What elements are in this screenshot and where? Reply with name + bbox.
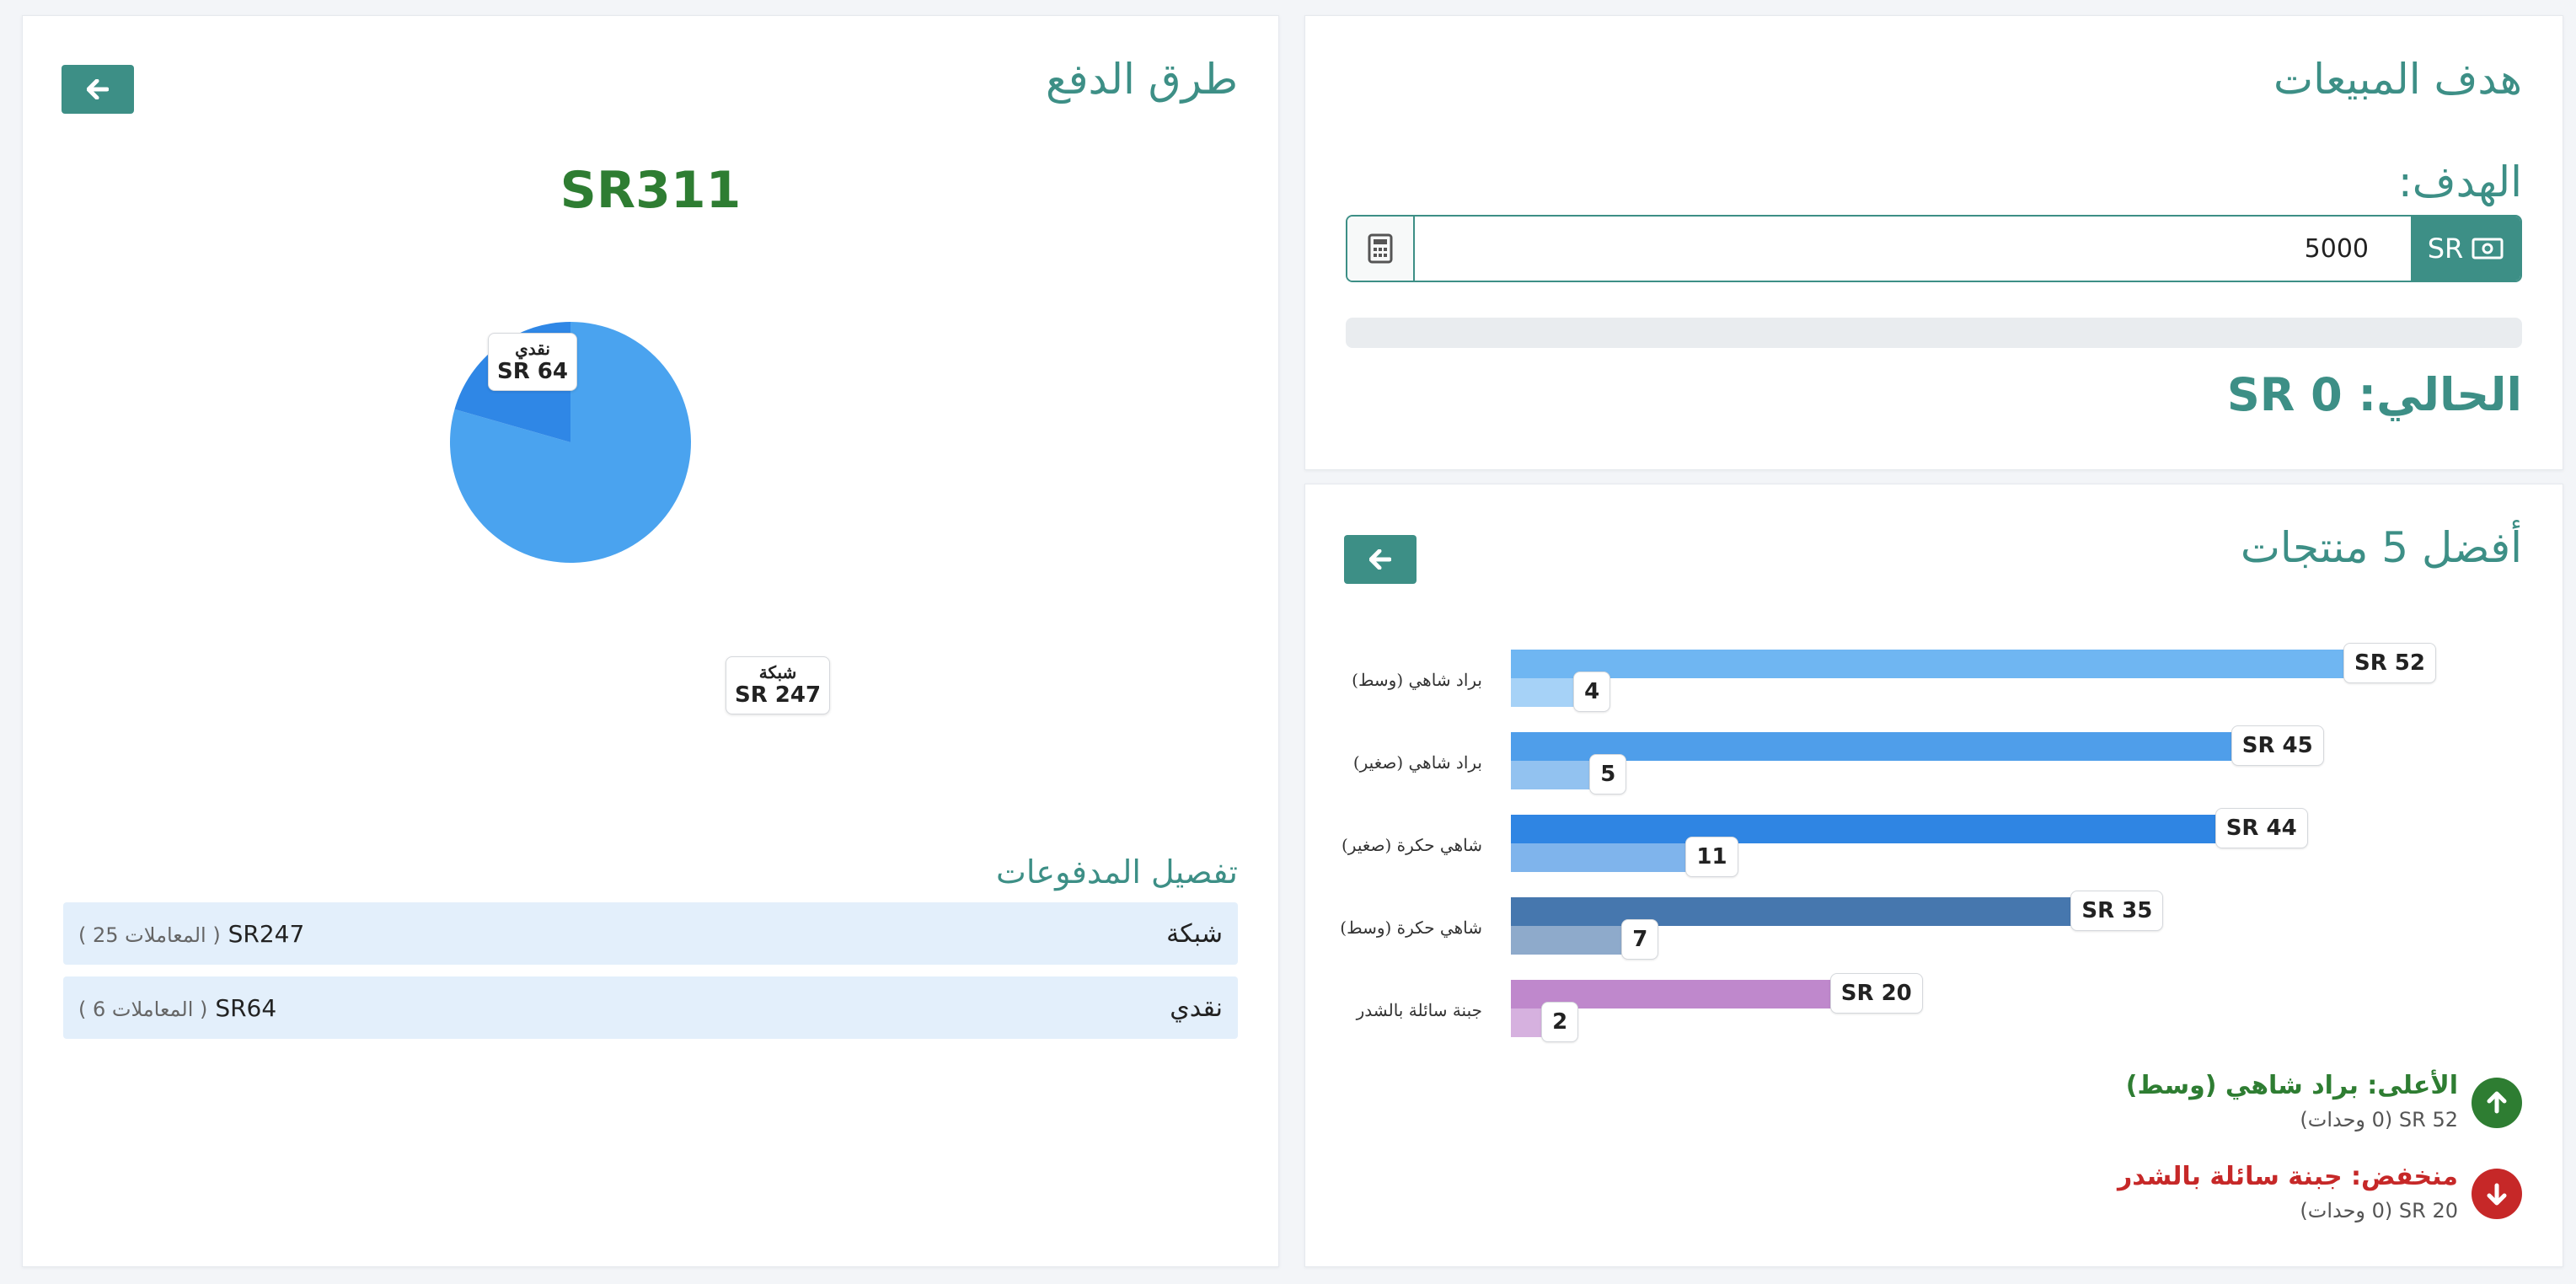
bar-quantity-label: 11 [1685,837,1738,877]
payment-details-title: تفصيل المدفوعات [996,853,1238,891]
bar-revenue-label: SR 45 [2231,725,2324,766]
sales-goal-title: هدف المبيعات [2273,55,2522,104]
bar-quantity [1511,1008,1544,1037]
top-products-title: أفضل 5 منتجات [2240,523,2522,572]
bar-revenue-label: SR 44 [2215,808,2308,848]
payment-row-amount-value: SR64 [215,993,277,1022]
arrow-up-circle-icon [2472,1078,2522,1128]
currency-label: SR [2427,233,2464,265]
pie-label-cash-name: نقدي [515,339,550,359]
bar-quantity [1511,926,1624,955]
pie-label-cash-value: SR 64 [497,359,568,384]
payment-row-cash: ( 6 المعاملات ) SR64 نقدي [63,976,1238,1039]
currency-addon: SR [2411,217,2520,281]
top-products-bar-chart: براد شاهي (وسط) SR 52 4 براد شاهي (صغير) SR … [1305,484,2564,1268]
goal-input[interactable] [1415,217,2411,281]
highest-product-title: الأعلى: براد شاهي (وسط) [2125,1071,2458,1100]
payment-row-network: ( 25 المعاملات ) SR247 شبكة [63,902,1238,965]
lowest-product-title: منخفض: جبنة سائلة بالشدر [2118,1162,2458,1191]
bar-revenue-label: SR 20 [1829,973,1923,1014]
arrow-left-icon [87,79,109,99]
payment-row-name: شبكة [1166,918,1223,949]
bar-category-label: براد شاهي (صغير) [1352,752,1482,773]
bar-category-label: شاهي حكرة (صغير) [1341,835,1482,855]
payment-row-count: ( 6 المعاملات ) [78,997,208,1021]
bar-quantity-label: 7 [1621,919,1659,960]
bar-quantity-label: 2 [1541,1002,1579,1042]
payment-row-amount: ( 6 المعاملات ) SR64 [78,994,276,1022]
bar-quantity [1511,761,1592,789]
bar-revenue [1511,815,2217,843]
arrow-down-circle-icon [2472,1169,2522,1219]
bar-category-label: شاهي حكرة (وسط) [1340,918,1482,938]
bar-quantity-label: 5 [1589,754,1627,794]
bar-revenue [1511,732,2233,761]
bar-revenue-label: SR 35 [2070,891,2164,931]
pie-label-network-value: SR 247 [735,682,822,708]
products-back-button[interactable] [1344,535,1417,584]
lowest-product-summary: منخفض: جبنة سائلة بالشدر SR 20 (0 وحدات) [1848,1162,2522,1228]
payment-total: SR311 [560,161,742,220]
sales-goal-card: هدف المبيعات الهدف: SR الحالي: SR 0 [1304,15,2563,470]
goal-progress-bar [1346,318,2522,348]
pie-label-cash: نقدي SR 64 [488,333,577,392]
pie-label-network: شبكة SR 247 [726,656,831,715]
goal-label: الهدف: [2397,158,2522,206]
bar-category-label: جبنة سائلة بالشدر [1356,1000,1482,1020]
bar-category-label: براد شاهي (وسط) [1352,670,1482,690]
payment-row-count: ( 25 المعاملات ) [78,923,221,947]
bar-revenue [1511,650,2345,678]
money-bill-icon [2472,238,2504,259]
lowest-product-sub: SR 20 (0 وحدات) [2300,1199,2458,1222]
bar-revenue-label: SR 52 [2343,643,2436,683]
goal-input-group: SR [1346,215,2522,282]
payment-methods-title: طرق الدفع [1046,55,1238,104]
arrow-left-icon [1369,549,1391,570]
highest-product-sub: SR 52 (0 وحدات) [2300,1108,2458,1132]
payment-row-name: نقدي [1170,992,1223,1023]
goal-current-value: الحالي: SR 0 [2226,368,2522,421]
bar-quantity-label: 4 [1573,671,1611,712]
bar-quantity [1511,678,1576,707]
payment-row-amount: ( 25 المعاملات ) SR247 [78,920,304,948]
bar-quantity [1511,843,1688,872]
payment-row-amount-value: SR247 [228,919,305,948]
pie-label-network-name: شبكة [758,662,797,682]
highest-product-summary: الأعلى: براد شاهي (وسط) SR 52 (0 وحدات) [1848,1071,2522,1137]
bar-revenue [1511,897,2073,926]
payment-back-button[interactable] [62,65,134,114]
payment-methods-card: طرق الدفع SR311 نقدي SR 64 شبكة SR 247 ت… [22,15,1279,1267]
calculator-icon [1368,233,1393,264]
calculator-button[interactable] [1347,217,1415,281]
top-products-card: أفضل 5 منتجات براد شاهي (وسط) SR 52 4 براد … [1304,484,2563,1267]
